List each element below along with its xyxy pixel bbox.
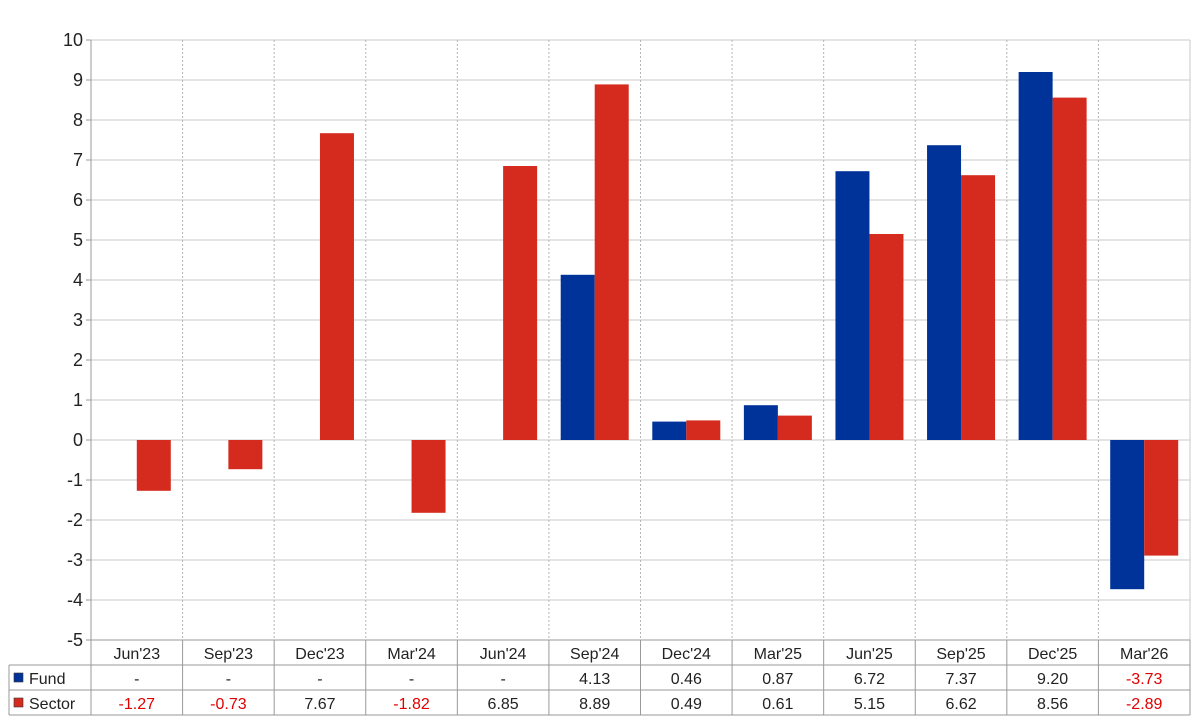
sector-bar — [503, 166, 538, 440]
bars-group — [136, 72, 1179, 590]
sector-bar — [686, 420, 721, 440]
fund-bar — [927, 145, 962, 440]
x-tick-label: Mar'24 — [387, 646, 436, 663]
y-tick-label: -1 — [67, 470, 83, 490]
data-label: - — [317, 671, 322, 688]
y-tick-label: 0 — [73, 430, 83, 450]
x-tick-label: Jun'24 — [480, 646, 527, 663]
fund-bar — [743, 405, 778, 440]
y-tick-label: 10 — [63, 30, 83, 50]
data-label: 5.15 — [854, 696, 885, 713]
sector-bar — [228, 440, 263, 470]
fund-bar — [560, 274, 595, 440]
sector-bar — [777, 415, 812, 440]
y-tick-label: 4 — [73, 270, 83, 290]
y-tick-label: 5 — [73, 230, 83, 250]
y-tick-label: 2 — [73, 350, 83, 370]
y-tick-label: 9 — [73, 70, 83, 90]
legend-swatch-sector — [13, 697, 24, 708]
y-tick-label: 8 — [73, 110, 83, 130]
data-label: 0.61 — [762, 696, 793, 713]
sector-bar — [136, 440, 171, 491]
data-label: -2.89 — [1126, 696, 1163, 713]
sector-bar — [411, 440, 446, 513]
data-label: 6.85 — [488, 696, 519, 713]
x-tick-label: Dec'23 — [295, 646, 344, 663]
fund-bar — [835, 171, 870, 440]
x-tick-label: Sep'25 — [936, 646, 985, 663]
x-tick-label: Sep'23 — [204, 646, 253, 663]
sector-bar — [319, 133, 354, 440]
y-tick-label: 6 — [73, 190, 83, 210]
x-tick-label: Jun'25 — [846, 646, 893, 663]
sector-bar — [961, 175, 996, 440]
fund-bar — [1018, 72, 1053, 440]
y-tick-label: -5 — [67, 630, 83, 650]
x-tick-label: Sep'24 — [570, 646, 619, 663]
data-label: -0.73 — [210, 696, 247, 713]
legend-swatch-fund — [13, 672, 24, 683]
data-label: - — [500, 671, 505, 688]
data-label: 0.49 — [671, 696, 702, 713]
data-label: 9.20 — [1037, 671, 1068, 688]
data-label: - — [226, 671, 231, 688]
x-tick-label: Dec'25 — [1028, 646, 1077, 663]
data-label: -3.73 — [1126, 671, 1163, 688]
data-label: - — [409, 671, 414, 688]
gridlines — [91, 39, 1191, 641]
y-tick-label: 3 — [73, 310, 83, 330]
data-table: Jun'23 Sep'23 Dec'23 Mar'24 Jun'24 Sep'24 Dec'… — [8, 639, 1191, 716]
sector-bar — [869, 234, 904, 440]
y-tick-label: 7 — [73, 150, 83, 170]
sector-bar — [594, 84, 629, 441]
data-label: 6.62 — [945, 696, 976, 713]
sector-bar — [1144, 440, 1179, 556]
y-tick-label: 1 — [73, 390, 83, 410]
data-label: 0.46 — [671, 671, 702, 688]
data-label: 6.72 — [854, 671, 885, 688]
data-label: 8.56 — [1037, 696, 1068, 713]
legend-label-fund: Fund — [29, 671, 65, 688]
y-tick-label: -3 — [67, 550, 83, 570]
x-tick-label: Mar'26 — [1120, 646, 1169, 663]
data-label: -1.27 — [119, 696, 156, 713]
x-tick-label: Mar'25 — [754, 646, 803, 663]
fund-bar — [1110, 440, 1145, 590]
data-label: 0.87 — [762, 671, 793, 688]
data-label: - — [134, 671, 139, 688]
data-label: 7.37 — [945, 671, 976, 688]
data-label: 8.89 — [579, 696, 610, 713]
data-label: -1.82 — [393, 696, 430, 713]
fund-bar — [652, 421, 687, 440]
x-tick-label: Jun'23 — [113, 646, 160, 663]
x-tick-label: Dec'24 — [662, 646, 711, 663]
y-tick-label: -2 — [67, 510, 83, 530]
data-label: 7.67 — [304, 696, 335, 713]
sector-bar — [1052, 97, 1087, 440]
y-tick-label: -4 — [67, 590, 83, 610]
legend-label-sector: Sector — [29, 696, 76, 713]
data-label: 4.13 — [579, 671, 610, 688]
